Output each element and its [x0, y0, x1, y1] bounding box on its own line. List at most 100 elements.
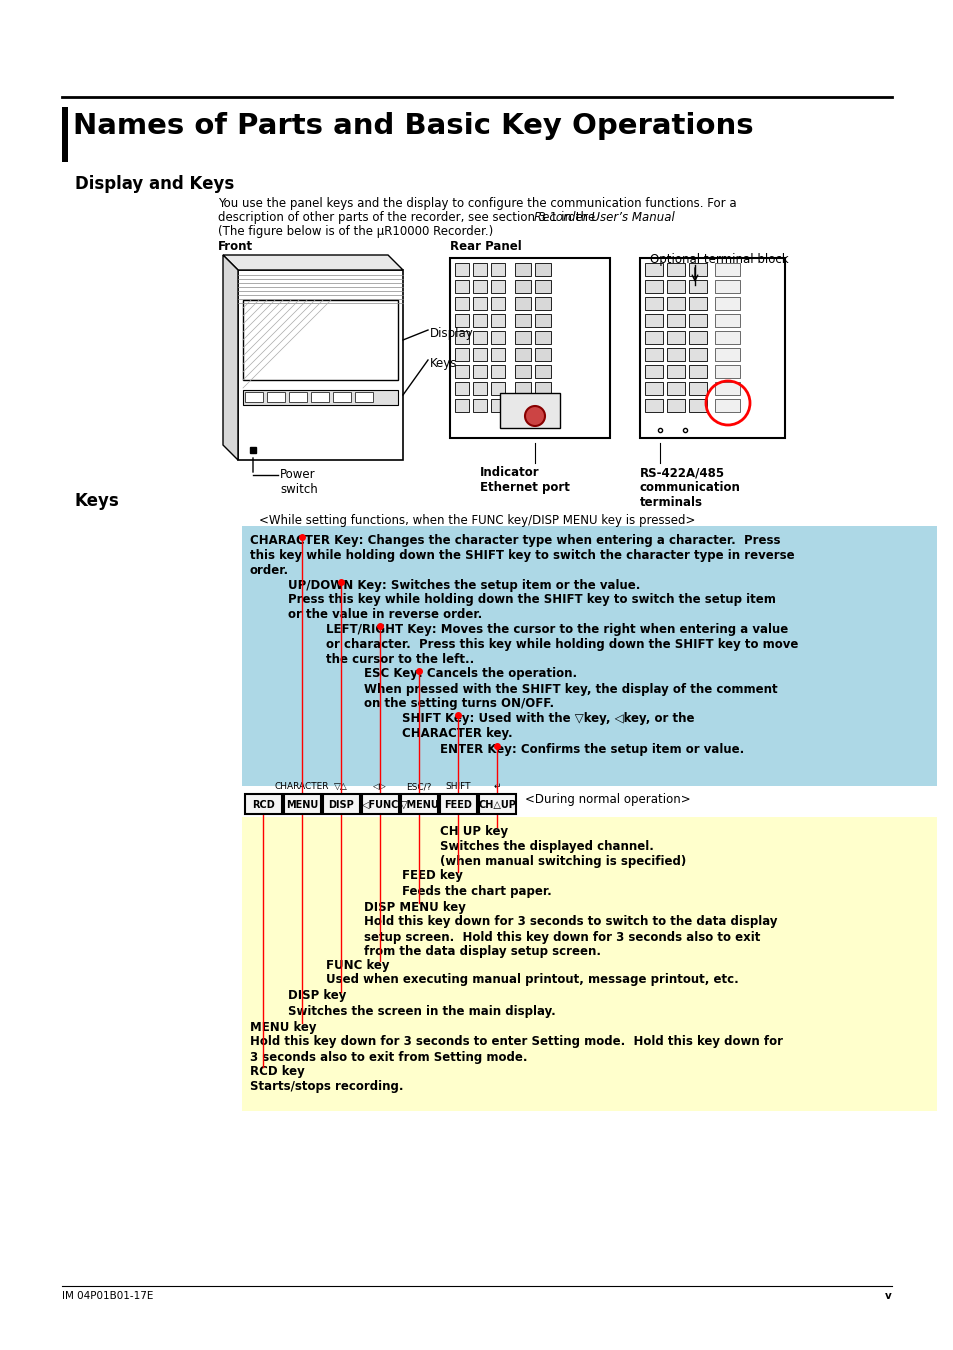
- Text: <While setting functions, when the FUNC key/DISP MENU key is pressed>: <While setting functions, when the FUNC …: [258, 514, 695, 526]
- Bar: [491, 400, 504, 412]
- Bar: [455, 263, 469, 275]
- Bar: [491, 382, 504, 396]
- Text: <During normal operation>: <During normal operation>: [524, 792, 690, 806]
- Polygon shape: [223, 255, 237, 460]
- Bar: [455, 400, 469, 412]
- Bar: [714, 382, 740, 396]
- Text: MENU key
Hold this key down for 3 seconds to enter Setting mode.  Hold this key : MENU key Hold this key down for 3 second…: [250, 1021, 782, 1064]
- Bar: [455, 315, 469, 327]
- Bar: [535, 382, 551, 396]
- Text: ◁FUNC: ◁FUNC: [361, 801, 398, 810]
- Bar: [535, 263, 551, 275]
- Text: description of other parts of the recorder, see section 3.1 in the: description of other parts of the record…: [218, 211, 598, 224]
- Bar: [535, 400, 551, 412]
- Bar: [455, 364, 469, 378]
- Bar: [666, 400, 684, 412]
- Bar: [535, 364, 551, 378]
- Bar: [535, 279, 551, 293]
- Bar: [62, 107, 68, 162]
- Bar: [473, 364, 486, 378]
- Text: FEED key
Feeds the chart paper.: FEED key Feeds the chart paper.: [401, 869, 551, 898]
- Bar: [666, 297, 684, 310]
- Text: ▽MENU: ▽MENU: [399, 801, 439, 810]
- Bar: [478, 794, 516, 814]
- Bar: [688, 263, 706, 275]
- Text: DISP key
Switches the screen in the main display.: DISP key Switches the screen in the main…: [288, 990, 556, 1018]
- Bar: [714, 297, 740, 310]
- Bar: [688, 348, 706, 360]
- Text: You use the panel keys and the display to configure the communication functions.: You use the panel keys and the display t…: [218, 197, 736, 211]
- Bar: [491, 364, 504, 378]
- Text: RCD: RCD: [252, 801, 274, 810]
- Bar: [355, 392, 373, 402]
- Bar: [535, 315, 551, 327]
- Bar: [515, 297, 531, 310]
- Text: ▽△: ▽△: [334, 782, 348, 791]
- Bar: [688, 315, 706, 327]
- Bar: [455, 382, 469, 396]
- Bar: [473, 315, 486, 327]
- Bar: [473, 331, 486, 344]
- Bar: [455, 297, 469, 310]
- Bar: [323, 794, 359, 814]
- Bar: [491, 315, 504, 327]
- Bar: [473, 297, 486, 310]
- Bar: [333, 392, 351, 402]
- Text: SHIFT: SHIFT: [445, 782, 470, 791]
- Text: .: .: [638, 211, 641, 224]
- Bar: [666, 348, 684, 360]
- Bar: [499, 393, 559, 428]
- Bar: [515, 348, 531, 360]
- Bar: [473, 382, 486, 396]
- Bar: [714, 279, 740, 293]
- Bar: [644, 263, 662, 275]
- Bar: [644, 297, 662, 310]
- Text: v: v: [884, 1291, 891, 1301]
- Bar: [688, 331, 706, 344]
- Bar: [439, 794, 476, 814]
- Text: (The figure below is of the μR10000 Recorder.): (The figure below is of the μR10000 Reco…: [218, 225, 493, 238]
- Bar: [666, 331, 684, 344]
- Bar: [666, 364, 684, 378]
- Bar: [515, 279, 531, 293]
- Text: CHARACTER: CHARACTER: [274, 782, 329, 791]
- Bar: [535, 348, 551, 360]
- Bar: [515, 364, 531, 378]
- Text: CH UP key
Switches the displayed channel.
(when manual switching is specified): CH UP key Switches the displayed channel…: [439, 825, 685, 868]
- Bar: [450, 258, 609, 437]
- Bar: [242, 526, 936, 786]
- Bar: [243, 300, 397, 379]
- Bar: [400, 794, 437, 814]
- Text: FUNC key
Used when executing manual printout, message printout, etc.: FUNC key Used when executing manual prin…: [326, 958, 738, 987]
- Bar: [245, 794, 282, 814]
- Text: Keys: Keys: [430, 356, 456, 370]
- Bar: [644, 400, 662, 412]
- Bar: [535, 331, 551, 344]
- Text: CH△UP: CH△UP: [478, 801, 516, 810]
- Text: DISP: DISP: [328, 801, 354, 810]
- Bar: [243, 390, 397, 405]
- Text: Display and Keys: Display and Keys: [75, 176, 234, 193]
- Text: Names of Parts and Basic Key Operations: Names of Parts and Basic Key Operations: [73, 112, 753, 140]
- Bar: [491, 279, 504, 293]
- Text: Rear Panel: Rear Panel: [450, 240, 521, 252]
- Bar: [267, 392, 285, 402]
- Bar: [245, 392, 263, 402]
- Bar: [515, 400, 531, 412]
- Text: ↵: ↵: [493, 782, 500, 791]
- Bar: [361, 794, 398, 814]
- Bar: [666, 263, 684, 275]
- Text: MENU: MENU: [286, 801, 318, 810]
- Bar: [666, 315, 684, 327]
- Text: ◁▷: ◁▷: [373, 782, 387, 791]
- Text: Indicator
Ethernet port: Indicator Ethernet port: [479, 466, 569, 494]
- Bar: [714, 315, 740, 327]
- Text: RS-422A/485
communication
terminals: RS-422A/485 communication terminals: [639, 466, 740, 509]
- Bar: [491, 348, 504, 360]
- Bar: [644, 331, 662, 344]
- Polygon shape: [237, 270, 402, 460]
- Text: Keys: Keys: [75, 491, 120, 510]
- Text: ESC/?: ESC/?: [406, 782, 432, 791]
- Bar: [644, 382, 662, 396]
- Text: ENTER Key: Confirms the setup item or value.: ENTER Key: Confirms the setup item or va…: [439, 743, 743, 756]
